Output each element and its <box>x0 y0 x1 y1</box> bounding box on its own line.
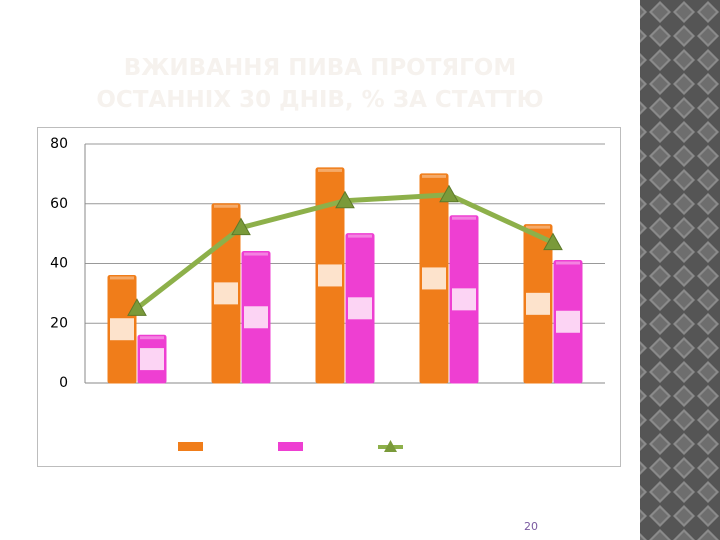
y-tick-label: 40 <box>50 256 68 272</box>
bar-highlight <box>244 252 268 256</box>
value-label-box <box>556 310 580 333</box>
line-marker <box>543 232 563 251</box>
chart: 0 20 40 60 80 <box>50 136 605 452</box>
legend-marker <box>384 440 397 452</box>
bar-highlight <box>318 168 342 172</box>
bar-highlight <box>140 336 164 340</box>
value-label-box <box>140 348 164 371</box>
slide-title: ВЖИВАННЯ ПИВА ПРОТЯГОМ ОСТАННІХ 30 ДНІВ, … <box>96 55 543 113</box>
bar-highlight <box>556 261 580 265</box>
bar-highlight <box>110 276 134 280</box>
line-marker <box>439 184 459 203</box>
bar-highlight <box>422 174 446 178</box>
y-tick-label: 20 <box>50 315 68 331</box>
value-label-box <box>348 297 372 320</box>
line-marker <box>127 298 147 316</box>
value-label-box <box>526 292 550 315</box>
y-tick-label: 0 <box>59 375 68 391</box>
legend-swatch <box>278 442 303 451</box>
y-tick-label: 60 <box>50 196 68 212</box>
bar-highlight <box>452 216 476 220</box>
decor-strip <box>640 0 720 540</box>
value-label-box <box>422 267 446 290</box>
bar-highlight <box>348 234 372 238</box>
value-label-box <box>318 264 342 287</box>
line-marker <box>335 190 355 209</box>
y-tick-label: 80 <box>50 136 68 152</box>
line-marker <box>231 217 251 236</box>
value-label-box <box>214 282 238 305</box>
legend-swatch <box>178 442 203 451</box>
bar-highlight <box>214 204 238 208</box>
value-label-box <box>452 288 476 311</box>
value-label-box <box>110 318 134 341</box>
page-number: 20 <box>524 520 538 533</box>
value-label-box <box>244 306 268 329</box>
bar-highlight <box>526 225 550 229</box>
